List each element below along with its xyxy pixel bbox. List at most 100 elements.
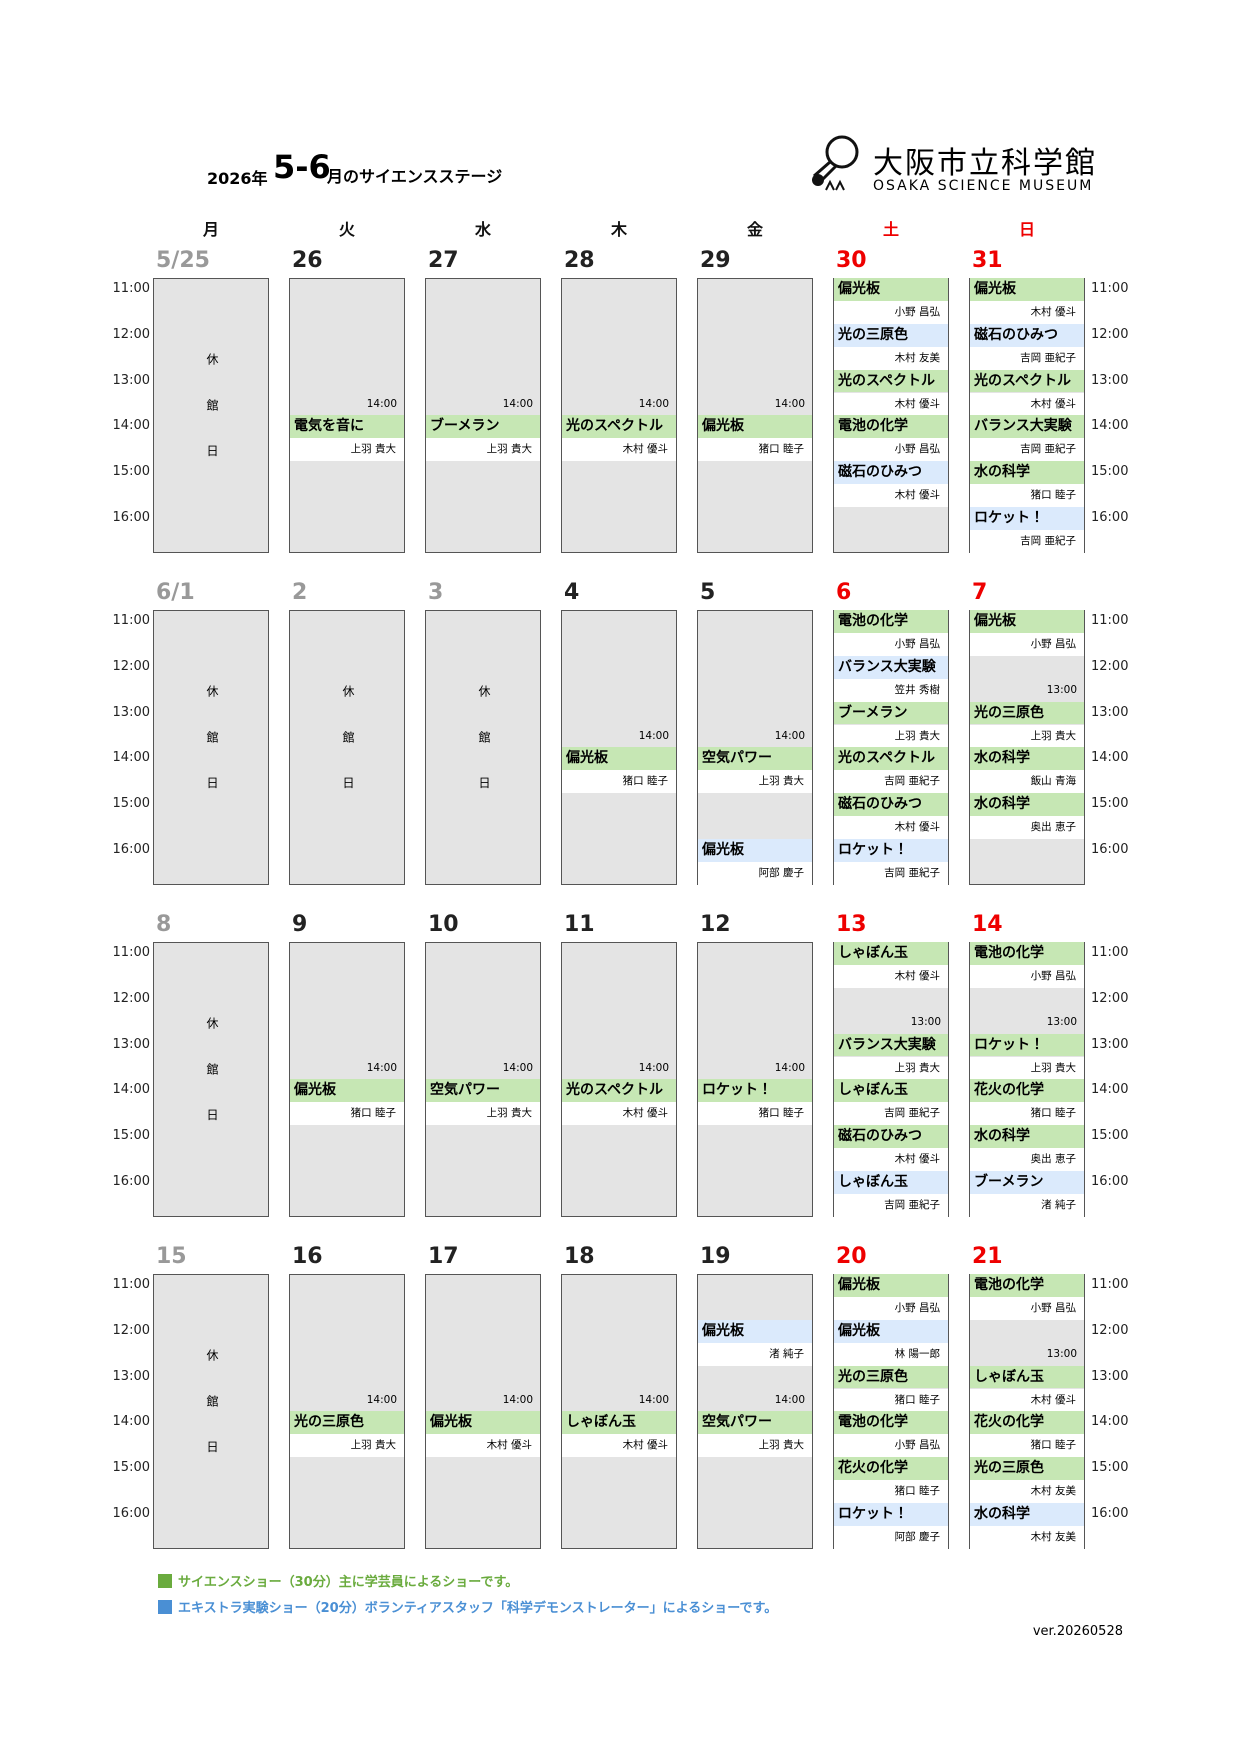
date: 16 [292, 1244, 323, 1269]
presenter: 奥出 恵子 [970, 1148, 1084, 1171]
start-time: 13:00 [1046, 683, 1077, 696]
presenter: 木村 優斗 [834, 392, 948, 416]
day-cell [289, 610, 405, 885]
presenter: 猪口 睦子 [290, 1102, 404, 1126]
weekday: 火 [338, 220, 355, 239]
date: 14 [972, 912, 1003, 937]
show-title: しゃぼん玉 [562, 1411, 676, 1435]
hour-label: 14:00 [1091, 1082, 1129, 1098]
hour-label: 15:00 [1091, 1460, 1129, 1476]
presenter: 猪口 睦子 [834, 1480, 948, 1503]
hour-label: 13:00 [1091, 1036, 1129, 1052]
presenter: 飯山 青海 [970, 770, 1084, 794]
hour-label: 12:00 [1091, 1322, 1129, 1338]
date: 15 [156, 1244, 187, 1269]
hour-label: 12:00 [112, 1322, 150, 1338]
date: 8 [156, 912, 172, 937]
legend-text: エキストラ実験ショー（20分）ボランティアスタッフ「科学デモンストレーター」によ… [178, 1601, 778, 1616]
show-title: 水の科学 [970, 1125, 1084, 1149]
closed-label: 休館日 [205, 1348, 219, 1486]
hour-label: 13:00 [112, 372, 150, 388]
show-title: 電池の化学 [970, 1274, 1084, 1297]
start-time: 14:00 [774, 729, 805, 742]
date: 12 [700, 912, 731, 937]
start-time: 14:00 [774, 1393, 805, 1406]
date: 27 [428, 248, 459, 273]
presenter: 渚 純子 [698, 1342, 812, 1366]
presenter: 木村 優斗 [562, 1434, 676, 1458]
start-time: 14:00 [502, 1061, 533, 1074]
show-title: 偏光板 [834, 278, 948, 301]
presenter: 木村 優斗 [562, 438, 676, 462]
date: 2 [292, 580, 308, 605]
show-title: 光の三原色 [834, 323, 948, 347]
hour-label: 13:00 [1091, 1368, 1129, 1384]
show-title: 磁石のひみつ [834, 793, 948, 817]
date: 5/25 [156, 248, 210, 273]
presenter: 吉岡 亜紀子 [834, 1102, 948, 1126]
show-title: 空気パワー [426, 1079, 540, 1103]
closed-label: 休館日 [341, 684, 355, 822]
start-time: 14:00 [774, 397, 805, 410]
hour-label: 14:00 [112, 418, 150, 434]
show-title: しゃぼん玉 [970, 1365, 1084, 1389]
show-title: 電池の化学 [834, 610, 948, 633]
hour-label: 16:00 [1091, 842, 1129, 857]
hour-label: 15:00 [1091, 796, 1129, 812]
presenter: 猪口 睦子 [698, 1102, 812, 1126]
show-title: 水の科学 [970, 747, 1084, 771]
presenter: 木村 友美 [970, 1480, 1084, 1503]
date: 28 [564, 248, 595, 273]
presenter: 木村 優斗 [834, 816, 948, 839]
date: 30 [836, 248, 867, 273]
show-title: 空気パワー [698, 1411, 812, 1435]
show-title: ブーメラン [834, 701, 948, 725]
logo-icon [812, 135, 859, 191]
presenter: 吉岡 亜紀子 [834, 861, 948, 885]
day-cell [153, 278, 269, 553]
show-title: 光の三原色 [834, 1365, 948, 1389]
presenter: 上羽 貴大 [834, 724, 948, 748]
presenter: 小野 昌弘 [834, 300, 948, 324]
page-title: 月のサイエンスステージ [327, 167, 503, 186]
show-title: 花火の化学 [970, 1411, 1084, 1435]
hour-label: 15:00 [1091, 1128, 1129, 1144]
weekday: 水 [474, 220, 491, 239]
presenter: 猪口 睦子 [970, 484, 1084, 507]
show-title: 偏光板 [698, 839, 812, 862]
hour-label: 13:00 [112, 1036, 150, 1052]
hour-label: 14:00 [112, 750, 150, 766]
presenter: 阿部 慶子 [834, 1525, 948, 1549]
show-title: しゃぼん玉 [834, 942, 948, 965]
show-title: 偏光板 [698, 415, 812, 439]
start-time: 13:00 [1046, 1347, 1077, 1360]
hour-label: 14:00 [1091, 1414, 1129, 1430]
presenter: 上羽 貴大 [970, 724, 1084, 748]
start-time: 14:00 [638, 1061, 669, 1074]
day-cell [425, 610, 541, 885]
presenter: 奥出 恵子 [970, 816, 1084, 839]
presenter: 猪口 睦子 [834, 1388, 948, 1412]
date: 21 [972, 1244, 1003, 1269]
hour-label: 15:00 [112, 464, 150, 480]
presenter: 小野 昌弘 [970, 1296, 1084, 1320]
day-cell [153, 1274, 269, 1549]
hour-label: 16:00 [1091, 510, 1129, 525]
presenter: 猪口 睦子 [970, 1434, 1084, 1458]
show-title: 光の三原色 [290, 1411, 404, 1435]
presenter: 木村 優斗 [834, 1148, 948, 1171]
date: 13 [836, 912, 867, 937]
hour-label: 15:00 [1091, 464, 1129, 480]
closed-label: 休館日 [205, 352, 219, 490]
date: 19 [700, 1244, 731, 1269]
presenter: 猪口 睦子 [698, 438, 812, 462]
show-title: 光の三原色 [970, 701, 1084, 725]
date: 11 [564, 912, 595, 937]
show-title: 光のスペクトル [970, 369, 1084, 393]
start-time: 14:00 [638, 729, 669, 742]
start-time: 14:00 [638, 1393, 669, 1406]
show-title: 磁石のひみつ [834, 461, 948, 485]
show-title: 空気パワー [698, 747, 812, 771]
presenter: 上羽 貴大 [290, 438, 404, 462]
